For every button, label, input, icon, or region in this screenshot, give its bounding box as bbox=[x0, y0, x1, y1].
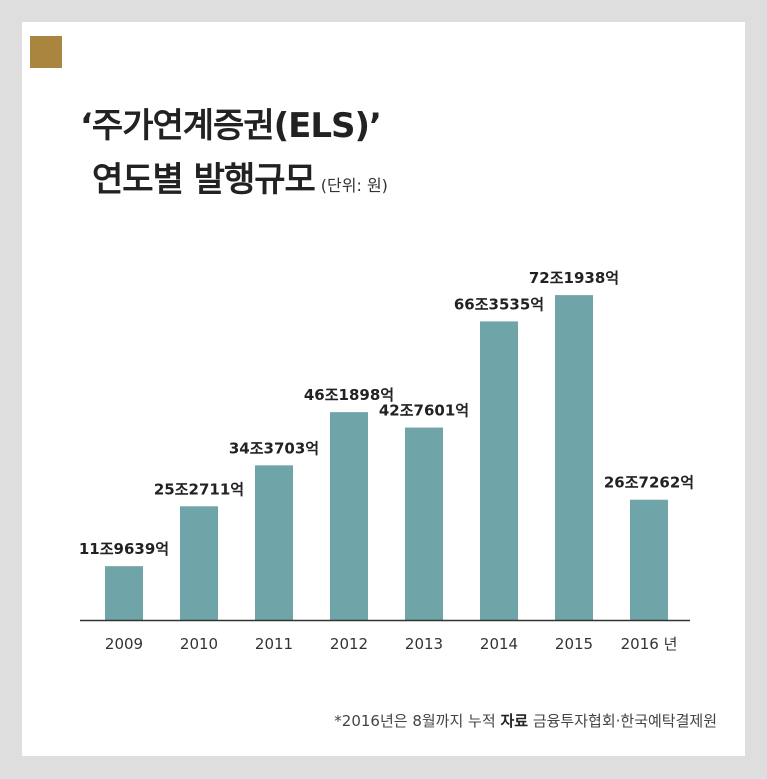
footnote-note: *2016년은 8월까지 누적 bbox=[334, 712, 496, 730]
bar-2011 bbox=[255, 465, 293, 620]
data-label: 25조2711억 bbox=[154, 480, 244, 498]
x-tick-label: 2013 bbox=[405, 635, 443, 653]
source-label: 자료 bbox=[500, 712, 529, 730]
x-tick-label: 2014 bbox=[480, 635, 518, 653]
infographic-card bbox=[22, 22, 745, 756]
chart-title-line1: ‘주가연계증권(ELS)’ bbox=[80, 106, 382, 146]
data-label: 42조7601억 bbox=[379, 402, 469, 420]
data-label: 26조7262억 bbox=[604, 474, 694, 492]
data-label: 11조9639억 bbox=[79, 540, 169, 558]
bar-2012 bbox=[330, 412, 368, 620]
footnote: *2016년은 8월까지 누적 자료 금융투자협회·한국예탁결제원 bbox=[334, 710, 717, 731]
data-label: 72조1938억 bbox=[529, 269, 619, 287]
x-tick-label: 2012 bbox=[330, 635, 368, 653]
x-tick-label: 2015 bbox=[555, 635, 593, 653]
bar-2015 bbox=[555, 295, 593, 620]
unit-label: (단위: 원) bbox=[320, 176, 388, 195]
bar-2010 bbox=[180, 506, 218, 620]
chart-title-text: 연도별 발행규모 bbox=[92, 160, 316, 200]
accent-square bbox=[30, 36, 62, 68]
data-label: 46조1898억 bbox=[304, 386, 394, 404]
x-tick-label: 2016 년 bbox=[621, 635, 678, 653]
chart-title-line2: 연도별 발행규모 (단위: 원) bbox=[92, 152, 388, 201]
x-tick-label: 2009 bbox=[105, 635, 143, 653]
bar-2013 bbox=[405, 427, 443, 620]
data-label: 66조3535억 bbox=[454, 295, 544, 313]
source-text: 금융투자협회·한국예탁결제원 bbox=[532, 712, 717, 730]
bar-2016 bbox=[630, 499, 668, 620]
x-tick-label: 2011 bbox=[255, 635, 293, 653]
bar-2014 bbox=[480, 321, 518, 620]
bar-2009 bbox=[105, 566, 143, 620]
data-label: 34조3703억 bbox=[229, 439, 319, 457]
x-tick-label: 2010 bbox=[180, 635, 218, 653]
